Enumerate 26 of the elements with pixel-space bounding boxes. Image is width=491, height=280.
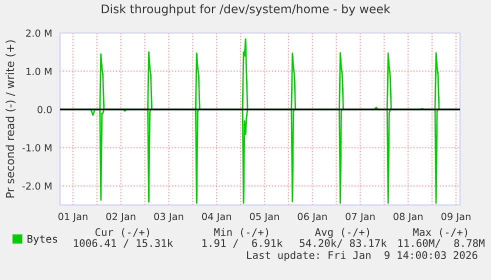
text: 1.91 / 6.91k <box>202 238 283 248</box>
y-tick-label: -1.0 M <box>22 144 52 152</box>
x-tick-label: 09 Jan <box>441 212 470 222</box>
chart-title: Disk throughput for /dev/system/home - by week <box>102 4 390 16</box>
x-tick-label: 01 Jan <box>58 212 88 222</box>
x-tick-label: 07 Jan <box>346 212 375 222</box>
y-tick-label: 1.0 M <box>26 68 52 76</box>
x-tick-label: 03 Jan <box>154 212 184 222</box>
x-tick-label: 06 Jan <box>298 212 327 222</box>
text: 54.20k/ 83.17k <box>300 238 387 248</box>
text: Avg (-/+) <box>314 228 370 238</box>
text: 1006.41 / 15.31k <box>74 238 174 248</box>
y-tick-label: 0.0 <box>38 106 52 114</box>
x-tick-label: 04 Jan <box>202 212 232 222</box>
text: Last update: Fri Jan 9 14:00:03 2026 <box>247 250 478 262</box>
text: Min (-/+) <box>214 228 268 238</box>
x-tick-label: 02 Jan <box>106 212 136 222</box>
text: Max (-/+) <box>413 228 468 238</box>
y-tick-label: 2.0 M <box>26 29 52 37</box>
y-tick-label: -2.0 M <box>22 182 52 190</box>
x-tick-label: 05 Jan <box>250 212 279 222</box>
text: Cur (-/+) <box>95 228 150 238</box>
text: 11.60M/ 8.78M <box>398 239 484 248</box>
x-tick-label: 08 Jan <box>394 212 423 222</box>
legend-label: Bytes <box>28 235 58 245</box>
y-axis-title: Pr second read (-) / write (+) <box>6 40 16 198</box>
